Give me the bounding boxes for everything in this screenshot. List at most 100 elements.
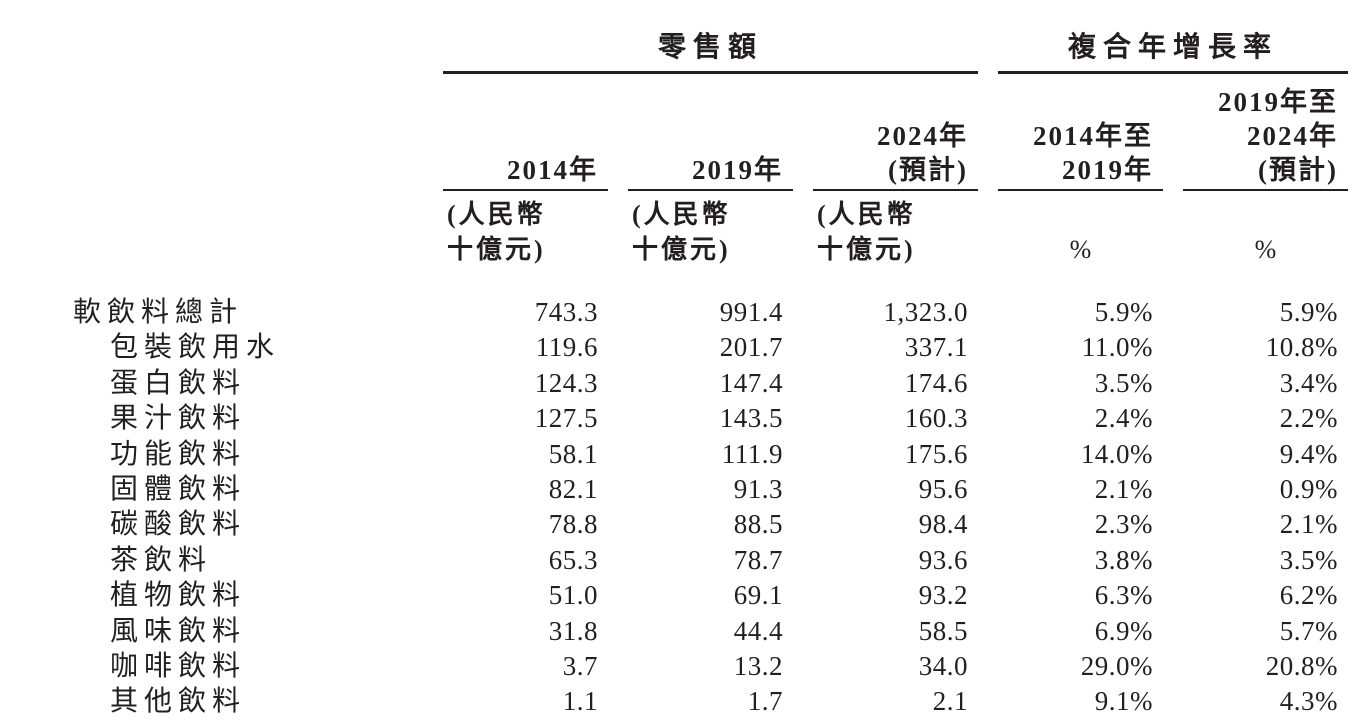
units-spacer: [65, 197, 423, 267]
cell-2024-est: 174.6: [904, 367, 968, 398]
group-header-cagr: 複合年增長率: [998, 34, 1348, 74]
column-header-line: 2019年: [692, 155, 783, 185]
cell-2014: 58.1: [548, 438, 598, 469]
cell-cagr-2019-2024: 4.3%: [1279, 686, 1338, 717]
cell-2019: 44.4: [733, 615, 783, 646]
cell-2019: 69.1: [733, 580, 783, 611]
table-row-solid-drinks: 固體飲料 82.1 91.3 95.6 2.1% 0.9%: [65, 472, 1368, 507]
cell-2014: 31.8: [548, 615, 598, 646]
column-header-line: 2019年: [1062, 155, 1153, 185]
cell-cagr-2019-2024: 2.2%: [1279, 403, 1338, 434]
cell-2024-est: 160.3: [904, 403, 968, 434]
cell-cagr-2014-2019: 2.1%: [1094, 474, 1153, 505]
unit-line: %: [1069, 235, 1092, 264]
cell-cagr-2019-2024: 3.4%: [1279, 367, 1338, 398]
cell-2014: 119.6: [535, 332, 598, 363]
cell-cagr-2014-2019: 9.1%: [1094, 686, 1153, 717]
column-header-cagr-2014-2019: 2014年至 2019年: [998, 85, 1163, 191]
cell-2019: 1.7: [747, 686, 783, 717]
cell-2019: 201.7: [719, 332, 783, 363]
cell-2019: 78.7: [733, 544, 783, 575]
row-label: 果汁飲料: [110, 403, 247, 435]
group-header-spacer: [65, 34, 423, 74]
unit-percent-cagr-2019-2024: %: [1183, 197, 1348, 267]
cell-2014: 124.3: [534, 367, 598, 398]
units-row: (人民幣 十億元) (人民幣 十億元) (人民幣 十億元) % %: [65, 197, 1368, 267]
cell-2014: 1.1: [562, 686, 598, 717]
cell-cagr-2014-2019: 6.3%: [1094, 580, 1153, 611]
cell-2024-est: 98.4: [918, 509, 968, 540]
cell-2019: 13.2: [733, 651, 783, 682]
cell-2019: 91.3: [733, 474, 783, 505]
cell-cagr-2014-2019: 3.5%: [1094, 367, 1153, 398]
column-header-line: (預計): [888, 155, 968, 185]
cell-2024-est: 58.5: [918, 615, 968, 646]
cell-cagr-2019-2024: 5.7%: [1279, 615, 1338, 646]
unit-line: (人民幣: [632, 200, 731, 229]
table-row-protein-drinks: 蛋白飲料 124.3 147.4 174.6 3.5% 3.4%: [65, 366, 1368, 401]
cell-2014: 65.3: [548, 544, 598, 575]
cell-2024-est: 175.6: [904, 438, 968, 469]
table-row-plant-drinks: 植物飲料 51.0 69.1 93.2 6.3% 6.2%: [65, 578, 1368, 613]
table-row-total-soft-drinks: 軟飲料總計 743.3 991.4 1,323.0 5.9% 5.9%: [65, 295, 1368, 330]
column-header-line: 2019年至: [1218, 87, 1338, 117]
column-header-line: 2014年至: [1033, 121, 1153, 151]
row-label: 功能飲料: [110, 438, 247, 470]
column-header-cagr-2019-2024: 2019年至 2024年 (預計): [1183, 85, 1348, 191]
cell-2014: 3.7: [562, 651, 598, 682]
cell-cagr-2014-2019: 11.0%: [1081, 332, 1153, 363]
row-label: 其他飲料: [110, 686, 247, 718]
cell-cagr-2019-2024: 3.5%: [1279, 544, 1338, 575]
cell-2019: 143.5: [719, 403, 783, 434]
cell-2024-est: 34.0: [918, 651, 968, 682]
column-header-2024-est: 2024年 (預計): [813, 85, 978, 191]
cell-cagr-2019-2024: 0.9%: [1279, 474, 1338, 505]
row-label: 蛋白飲料: [110, 367, 247, 399]
table-row-juice-drinks: 果汁飲料 127.5 143.5 160.3 2.4% 2.2%: [65, 401, 1368, 436]
column-header-line: 2014年: [507, 155, 598, 185]
cell-cagr-2019-2024: 5.9%: [1279, 297, 1338, 327]
unit-rmb-billion-2014: (人民幣 十億元): [443, 197, 608, 267]
table-row-coffee-drinks: 咖啡飲料 3.7 13.2 34.0 29.0% 20.8%: [65, 649, 1368, 684]
row-label: 碳酸飲料: [110, 509, 247, 541]
cell-2024-est: 93.6: [918, 544, 968, 575]
table-row-flavored-drinks: 風味飲料 31.8 44.4 58.5 6.9% 5.7%: [65, 614, 1368, 649]
table-row-packaged-water: 包裝飲用水 119.6 201.7 337.1 11.0% 10.8%: [65, 330, 1368, 365]
cell-2024-est: 337.1: [904, 332, 968, 363]
unit-line: (人民幣: [447, 200, 546, 229]
cell-cagr-2019-2024: 20.8%: [1265, 651, 1338, 682]
cell-2024-est: 95.6: [918, 474, 968, 505]
cell-cagr-2014-2019: 5.9%: [1094, 297, 1153, 327]
column-header-2014: 2014年: [443, 85, 608, 191]
cell-cagr-2019-2024: 10.8%: [1265, 332, 1338, 363]
column-header-spacer: [65, 85, 423, 191]
cell-cagr-2014-2019: 3.8%: [1094, 544, 1153, 575]
row-label: 咖啡飲料: [110, 651, 247, 683]
cell-2019: 147.4: [719, 367, 783, 398]
unit-line: 十億元): [632, 235, 731, 264]
unit-line: 十億元): [447, 235, 546, 264]
cell-cagr-2014-2019: 2.4%: [1094, 403, 1153, 434]
row-label: 植物飲料: [110, 580, 247, 612]
cell-cagr-2019-2024: 2.1%: [1279, 509, 1338, 540]
table-row-functional-drinks: 功能飲料 58.1 111.9 175.6 14.0% 9.4%: [65, 437, 1368, 472]
cell-cagr-2019-2024: 6.2%: [1279, 580, 1338, 611]
group-header-retail-sales: 零售額: [443, 34, 978, 74]
row-label: 固體飲料: [110, 474, 247, 506]
cell-cagr-2014-2019: 14.0%: [1080, 438, 1153, 469]
cell-2019: 111.9: [721, 438, 783, 469]
table-body: 軟飲料總計 743.3 991.4 1,323.0 5.9% 5.9% 包裝飲用…: [0, 295, 1368, 720]
cell-cagr-2014-2019: 6.9%: [1094, 615, 1153, 646]
unit-line: (人民幣: [817, 200, 916, 229]
cell-2024-est: 93.2: [918, 580, 968, 611]
cell-2024-est: 1,323.0: [883, 297, 968, 327]
row-label: 風味飲料: [110, 615, 247, 647]
row-label: 軟飲料總計: [73, 297, 244, 328]
cell-2024-est: 2.1: [932, 686, 968, 717]
row-label: 茶飲料: [110, 544, 213, 576]
group-header-row: 零售額 複合年增長率: [65, 34, 1368, 74]
cell-cagr-2019-2024: 9.4%: [1279, 438, 1338, 469]
column-header-2019: 2019年: [628, 85, 793, 191]
table-row-other-drinks: 其他飲料 1.1 1.7 2.1 9.1% 4.3%: [65, 684, 1368, 719]
